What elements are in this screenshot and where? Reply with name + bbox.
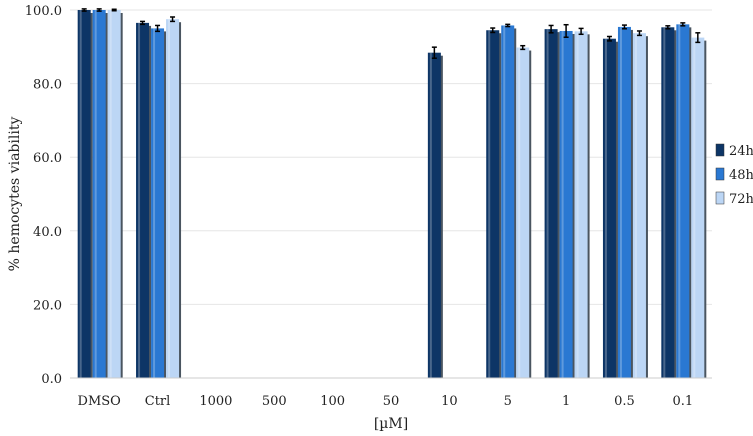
- bar-shadow: [104, 13, 108, 378]
- bar-highlight: [488, 30, 491, 379]
- bar-48h: [559, 30, 573, 378]
- bar-24h: [486, 30, 500, 379]
- bar-shadow: [498, 33, 502, 379]
- bar-24h: [544, 29, 558, 379]
- bar-24h: [427, 52, 441, 379]
- bar-highlight: [546, 29, 549, 379]
- x-tick-label: 1000: [199, 394, 232, 409]
- bar-highlight: [138, 22, 141, 378]
- x-axis-label: [µM]: [374, 416, 408, 432]
- bar-highlight: [518, 47, 521, 378]
- bar-shadow: [163, 31, 167, 379]
- bar-highlight: [693, 37, 696, 378]
- bar-48h: [676, 24, 690, 379]
- x-axis-ticks: DMSO Ctrl 1000 500 100 50 10 5 1 0.5 0.1: [78, 394, 694, 409]
- bar-highlight: [79, 10, 82, 378]
- bar-highlight: [503, 25, 506, 379]
- bar-48h: [92, 10, 106, 378]
- bar-72h: [632, 33, 646, 379]
- bar-72h: [691, 37, 705, 378]
- bar-72h: [166, 19, 180, 378]
- bar-shadow: [439, 55, 443, 379]
- bar-shadow: [673, 30, 677, 379]
- bars: [77, 8, 707, 379]
- bar-72h: [107, 10, 121, 378]
- bar-highlight: [663, 27, 666, 379]
- bar-48h: [501, 25, 515, 379]
- y-tick-label: 100.0: [25, 4, 62, 19]
- x-tick-label: 0.1: [672, 394, 693, 409]
- bar-24h: [602, 38, 616, 378]
- bar-highlight: [561, 30, 564, 378]
- y-tick-label: 80.0: [33, 78, 62, 93]
- bar-highlight: [604, 38, 607, 378]
- x-tick-label: 10: [441, 394, 458, 409]
- bar-24h: [136, 22, 150, 378]
- bar-shadow: [703, 40, 707, 378]
- bar-shadow: [644, 36, 648, 379]
- bar-highlight: [153, 28, 156, 379]
- bar-highlight: [634, 33, 637, 379]
- x-tick-label: 5: [504, 394, 512, 409]
- bar-24h: [661, 27, 675, 379]
- bar-shadow: [556, 32, 560, 379]
- x-tick-label: 100: [320, 394, 345, 409]
- bar-shadow: [119, 13, 123, 378]
- legend-label: 72h: [729, 192, 753, 207]
- bar-highlight: [94, 10, 97, 378]
- bar-highlight: [619, 26, 622, 378]
- legend-swatch-48h: [715, 167, 725, 181]
- x-tick-label: 50: [383, 394, 400, 409]
- bar-shadow: [89, 13, 93, 378]
- legend-label: 24h: [729, 144, 753, 159]
- bar-highlight: [168, 19, 171, 378]
- bar-shadow: [528, 50, 532, 378]
- x-tick-label: 1: [562, 394, 570, 409]
- y-tick-label: 40.0: [33, 225, 62, 240]
- y-axis-label: % hemocytes viability: [7, 117, 23, 272]
- bar-highlight: [429, 52, 432, 379]
- bar-shadow: [586, 34, 590, 379]
- y-axis-ticks: 0.0 20.0 40.0 60.0 80.0 100.0: [25, 4, 62, 387]
- bar-48h: [617, 26, 631, 378]
- x-tick-label: DMSO: [78, 394, 121, 409]
- bar-72h: [574, 31, 588, 379]
- y-tick-label: 20.0: [33, 298, 62, 313]
- bar-shadow: [571, 33, 575, 378]
- y-tick-label: 60.0: [33, 151, 62, 166]
- x-tick-label: 500: [262, 394, 287, 409]
- legend-label: 48h: [729, 168, 753, 183]
- bar-highlight: [678, 24, 681, 379]
- bar-24h: [77, 10, 91, 378]
- bar-shadow: [513, 28, 517, 379]
- bar-highlight: [109, 10, 112, 378]
- legend-swatch-72h: [715, 191, 725, 205]
- bar-shadow: [178, 22, 182, 378]
- bar-highlight: [576, 31, 579, 379]
- bar-72h: [516, 47, 530, 378]
- bar-shadow: [629, 29, 633, 378]
- bar-shadow: [614, 41, 618, 378]
- bar-shadow: [148, 25, 152, 378]
- legend-swatch-24h: [715, 143, 725, 157]
- legend: 24h 48h 72h: [715, 143, 753, 207]
- y-tick-label: 0.0: [41, 372, 62, 387]
- x-tick-label: 0.5: [614, 394, 635, 409]
- bar-48h: [151, 28, 165, 379]
- bar-shadow: [688, 27, 692, 379]
- x-tick-label: Ctrl: [145, 394, 171, 409]
